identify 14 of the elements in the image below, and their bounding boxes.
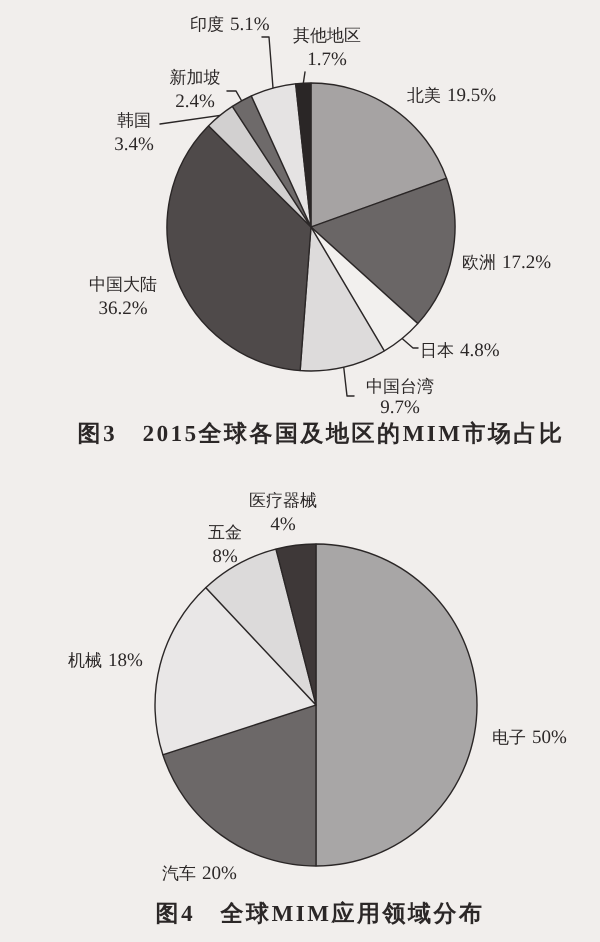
text: 图4 全球MIM应用领域分布	[156, 900, 484, 926]
slice-label: 中国台湾	[366, 377, 434, 396]
data-label: 3.4%	[114, 134, 154, 155]
data-label: 1.7%	[307, 49, 347, 70]
data-label: 5.1%	[230, 14, 270, 35]
text: 图3 2015全球各国及地区的MIM市场占比	[78, 420, 564, 446]
slice-label: 其他地区	[293, 26, 361, 45]
slice-label: 日本	[420, 341, 454, 360]
data-label: 2.4%	[175, 91, 215, 112]
slice-label: 韩国	[117, 111, 151, 130]
slice-label: 印度	[190, 15, 224, 34]
data-label: 4.8%	[460, 340, 500, 361]
slice-label: 新加坡	[170, 68, 220, 87]
data-label: 9.7%	[380, 397, 420, 418]
